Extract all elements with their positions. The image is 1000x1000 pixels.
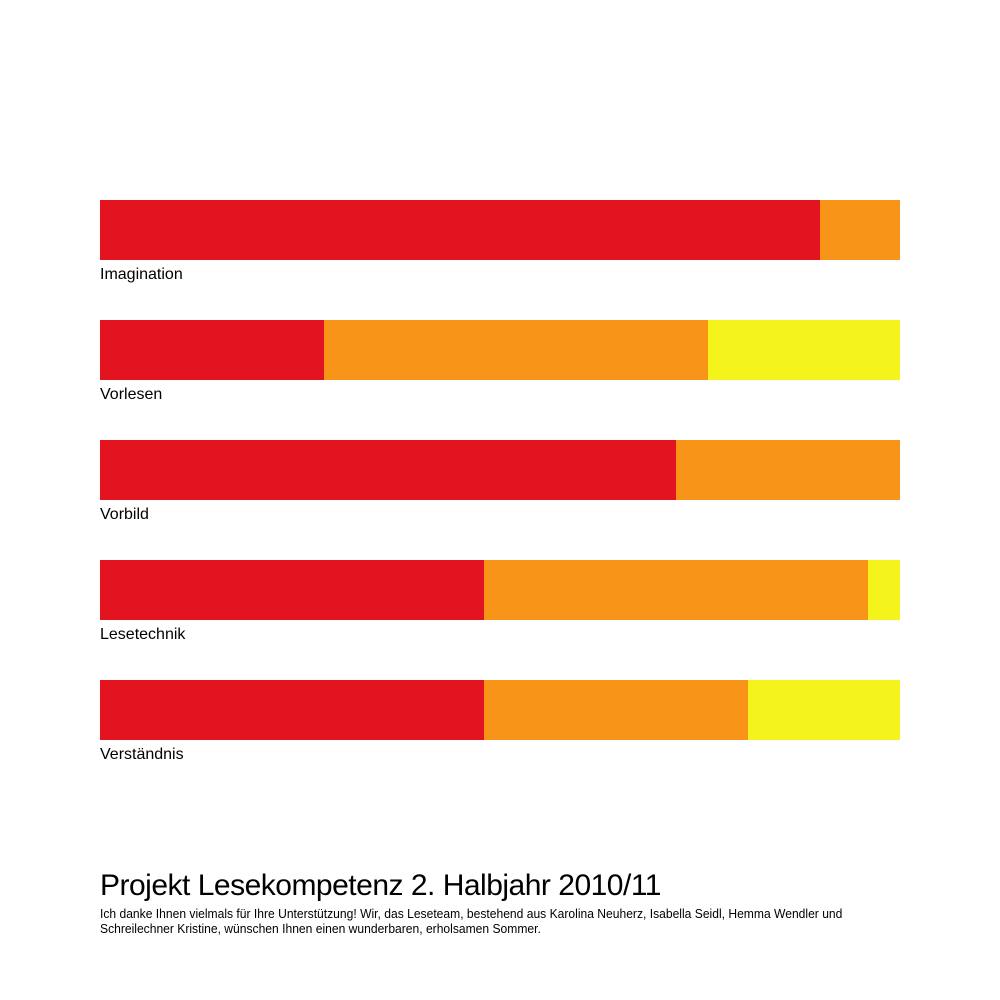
category-label: Vorlesen — [100, 386, 162, 403]
category-label: Vorbild — [100, 506, 149, 523]
footer-title: Projekt Lesekompetenz 2. Halbjahr 2010/1… — [100, 869, 661, 902]
bar-segment-1-vorbild — [100, 440, 676, 500]
category-label: Lesetechnik — [100, 626, 186, 643]
bar-segment-3-lesetechnik — [868, 560, 900, 620]
bar-segment-2-imagination — [820, 200, 900, 260]
bar-segment-1-imagination — [100, 200, 820, 260]
stacked-bar-chart: Imagination Vorlesen Vorbild Lesetechnik Ver… — [100, 200, 900, 763]
category-label: Imagination — [100, 266, 183, 283]
bar-segment-1-verständnis — [100, 680, 484, 740]
bar-segment-3-vorlesen — [708, 320, 900, 380]
bar-segment-2-verständnis — [484, 680, 748, 740]
category-label: Verständnis — [100, 746, 184, 763]
bar-segment-1-lesetechnik — [100, 560, 484, 620]
bar-segment-2-vorlesen — [324, 320, 708, 380]
bar-segment-2-vorbild — [676, 440, 900, 500]
bar-segment-1-vorlesen — [100, 320, 324, 380]
bar-segment-2-lesetechnik — [484, 560, 868, 620]
footer-text: Ich danke Ihnen vielmals für Ihre Unters… — [100, 906, 843, 936]
bar-segment-3-verständnis — [748, 680, 900, 740]
footer: Projekt Lesekompetenz 2. Halbjahr 2010/1… — [100, 866, 900, 936]
